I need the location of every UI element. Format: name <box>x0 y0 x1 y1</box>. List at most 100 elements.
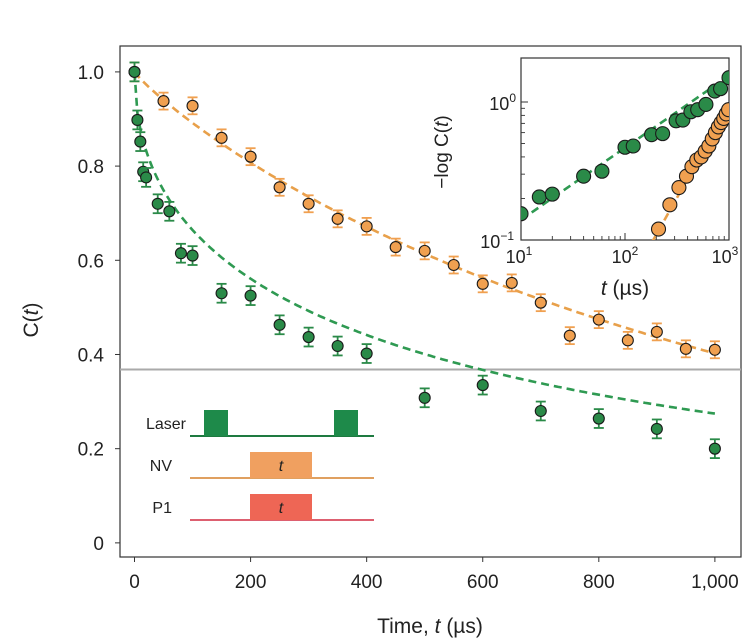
marker <box>174 247 187 260</box>
nv-pulse-label: t <box>279 458 284 475</box>
marker <box>592 313 605 326</box>
y-tick-label: 0.2 <box>78 440 104 461</box>
marker <box>128 65 141 78</box>
green-data-point <box>174 242 187 264</box>
marker <box>650 422 663 435</box>
marker <box>418 244 431 257</box>
marker <box>244 150 257 163</box>
green-data-point <box>244 285 257 306</box>
inset-green-point <box>521 206 529 222</box>
orange-data-point <box>186 96 199 116</box>
green-data-point <box>476 374 489 396</box>
orange-data-point <box>418 241 431 261</box>
marker <box>273 318 286 331</box>
marker <box>621 334 634 347</box>
marker <box>151 197 164 210</box>
marker <box>389 241 402 254</box>
y-tick-label: 0.4 <box>78 345 105 366</box>
marker <box>476 277 489 290</box>
orange-data-point <box>679 339 692 359</box>
inset-green-point <box>576 168 592 184</box>
x-tick-label: 1,000 <box>691 572 739 593</box>
marker <box>302 197 315 210</box>
orange-data-point <box>360 217 373 236</box>
inset-green-point <box>713 81 729 97</box>
marker <box>708 343 721 356</box>
green-data-point <box>650 418 663 440</box>
inset-orange-point <box>720 102 729 118</box>
green-data-point <box>418 387 431 409</box>
marker <box>534 296 547 309</box>
orange-data-point <box>215 128 228 148</box>
marker <box>650 325 663 338</box>
p1-pulse-label: t <box>279 500 284 517</box>
inset-data-points <box>521 70 729 237</box>
orange-data-point <box>708 340 721 360</box>
green-data-point <box>134 131 147 152</box>
inset-orange-point <box>671 179 687 196</box>
marker <box>163 205 176 218</box>
inset-green-point <box>594 163 610 179</box>
green-data-point <box>131 109 144 131</box>
green-data-point <box>708 438 721 459</box>
green-data-point <box>128 61 141 83</box>
inset-green-point <box>698 96 714 112</box>
marker <box>447 258 460 272</box>
marker <box>140 171 153 184</box>
inset-y-tick-label: 100 <box>489 91 516 114</box>
inset-green-point <box>544 186 560 202</box>
main-plot-frame <box>119 45 742 558</box>
pulse-label-p1: P1 <box>152 500 172 517</box>
nv-pulse <box>250 452 312 478</box>
x-axis-label: Time, t (µs) <box>377 615 483 638</box>
marker <box>360 347 373 360</box>
green-data-point <box>163 200 176 222</box>
x-tick-label: 400 <box>351 572 383 593</box>
inset-x-tick-label: 101 <box>506 244 533 267</box>
green-data-point <box>215 282 228 304</box>
inset-loglog-plot: 101 102 103 100 10−1 −log C(t) t (µs) <box>432 57 739 300</box>
orange-data-point <box>534 293 547 313</box>
orange-data-point <box>157 91 170 111</box>
y-tick-label: 0 <box>93 534 104 555</box>
green-data-point <box>331 335 344 357</box>
x-axis-ticks: 0 200 400 600 800 1,000 <box>129 557 739 593</box>
marker <box>215 131 228 144</box>
marker <box>592 412 605 425</box>
y-tick-label: 0.8 <box>78 157 104 178</box>
marker <box>186 249 199 262</box>
green-data-point <box>360 343 373 364</box>
inset-green-point <box>625 138 641 154</box>
orange-data-point <box>389 237 402 257</box>
inset-orange-point <box>662 197 678 213</box>
p1-pulse <box>250 494 312 520</box>
y-tick-label: 0.6 <box>78 251 104 272</box>
orange-data-point <box>650 322 663 342</box>
green-data-point <box>140 167 153 188</box>
y-axis-label: C(t) <box>20 302 43 337</box>
inset-x-tick-label: 103 <box>712 244 739 267</box>
inset-green-point <box>721 70 729 86</box>
marker <box>360 220 373 233</box>
x-tick-label: 600 <box>467 572 499 593</box>
data-points <box>128 61 721 459</box>
laser-pulse-2 <box>334 410 358 436</box>
marker <box>186 99 199 112</box>
marker <box>563 329 576 342</box>
inset-y-axis-label: −log C(t) <box>432 115 453 188</box>
marker <box>331 212 344 225</box>
pulse-label-laser: Laser <box>146 416 187 433</box>
marker <box>534 404 547 418</box>
marker <box>708 442 721 455</box>
y-tick-label: 1.0 <box>78 63 104 84</box>
marker <box>215 287 228 300</box>
inset-y-tick-label: 10−1 <box>480 229 514 252</box>
marker <box>505 276 518 289</box>
orange-data-point <box>302 194 315 214</box>
orange-data-point <box>447 255 460 275</box>
green-data-point <box>186 245 199 266</box>
green-data-point <box>151 193 164 215</box>
marker <box>134 135 147 148</box>
x-tick-label: 800 <box>583 572 615 593</box>
